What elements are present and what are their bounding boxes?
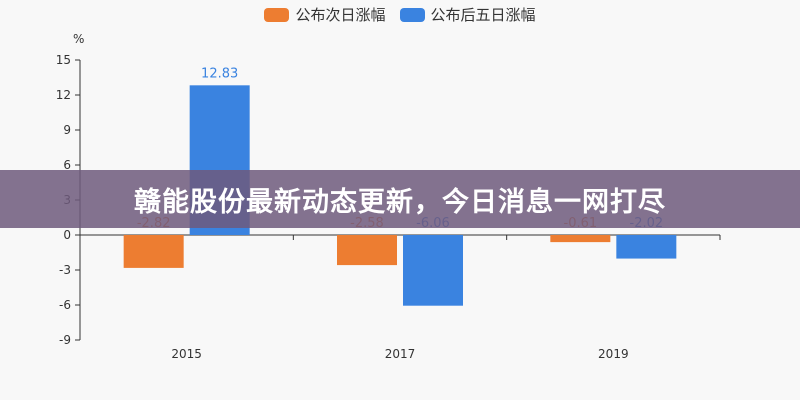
y-tick-label: -9 — [59, 333, 71, 347]
legend-label: 公布次日涨幅 — [295, 6, 386, 24]
legend-swatch-blue — [399, 7, 425, 22]
title-banner: 赣能股份最新动态更新，今日消息一网打尽 — [0, 170, 800, 228]
banner-title: 赣能股份最新动态更新，今日消息一网打尽 — [134, 186, 666, 218]
chart-legend: 公布次日涨幅 公布后五日涨幅 — [0, 4, 800, 25]
data-label: 12.83 — [201, 66, 238, 81]
legend-label: 公布后五日涨幅 — [430, 6, 536, 24]
bar-2015-0 — [123, 235, 184, 268]
legend-item-five-day[interactable]: 公布后五日涨幅 — [399, 4, 536, 25]
y-tick-label: -6 — [59, 298, 71, 312]
y-tick-label: 9 — [63, 123, 71, 137]
y-tick-label: 15 — [56, 53, 71, 67]
y-tick-label: -3 — [59, 263, 71, 277]
legend-swatch-orange — [264, 7, 290, 22]
y-axis-unit: % — [73, 32, 85, 46]
legend-item-next-day[interactable]: 公布次日涨幅 — [264, 4, 386, 25]
x-tick-label: 2019 — [598, 347, 629, 361]
bar-2019-1 — [616, 235, 677, 259]
x-tick-label: 2017 — [385, 347, 416, 361]
y-tick-label: 0 — [63, 228, 71, 242]
bar-2017-1 — [403, 235, 463, 306]
y-tick-label: 12 — [56, 88, 71, 102]
bar-2019-0 — [550, 235, 611, 243]
y-tick-label: 6 — [63, 158, 71, 172]
bar-2017-0 — [337, 235, 397, 266]
x-tick-label: 2015 — [171, 347, 202, 361]
